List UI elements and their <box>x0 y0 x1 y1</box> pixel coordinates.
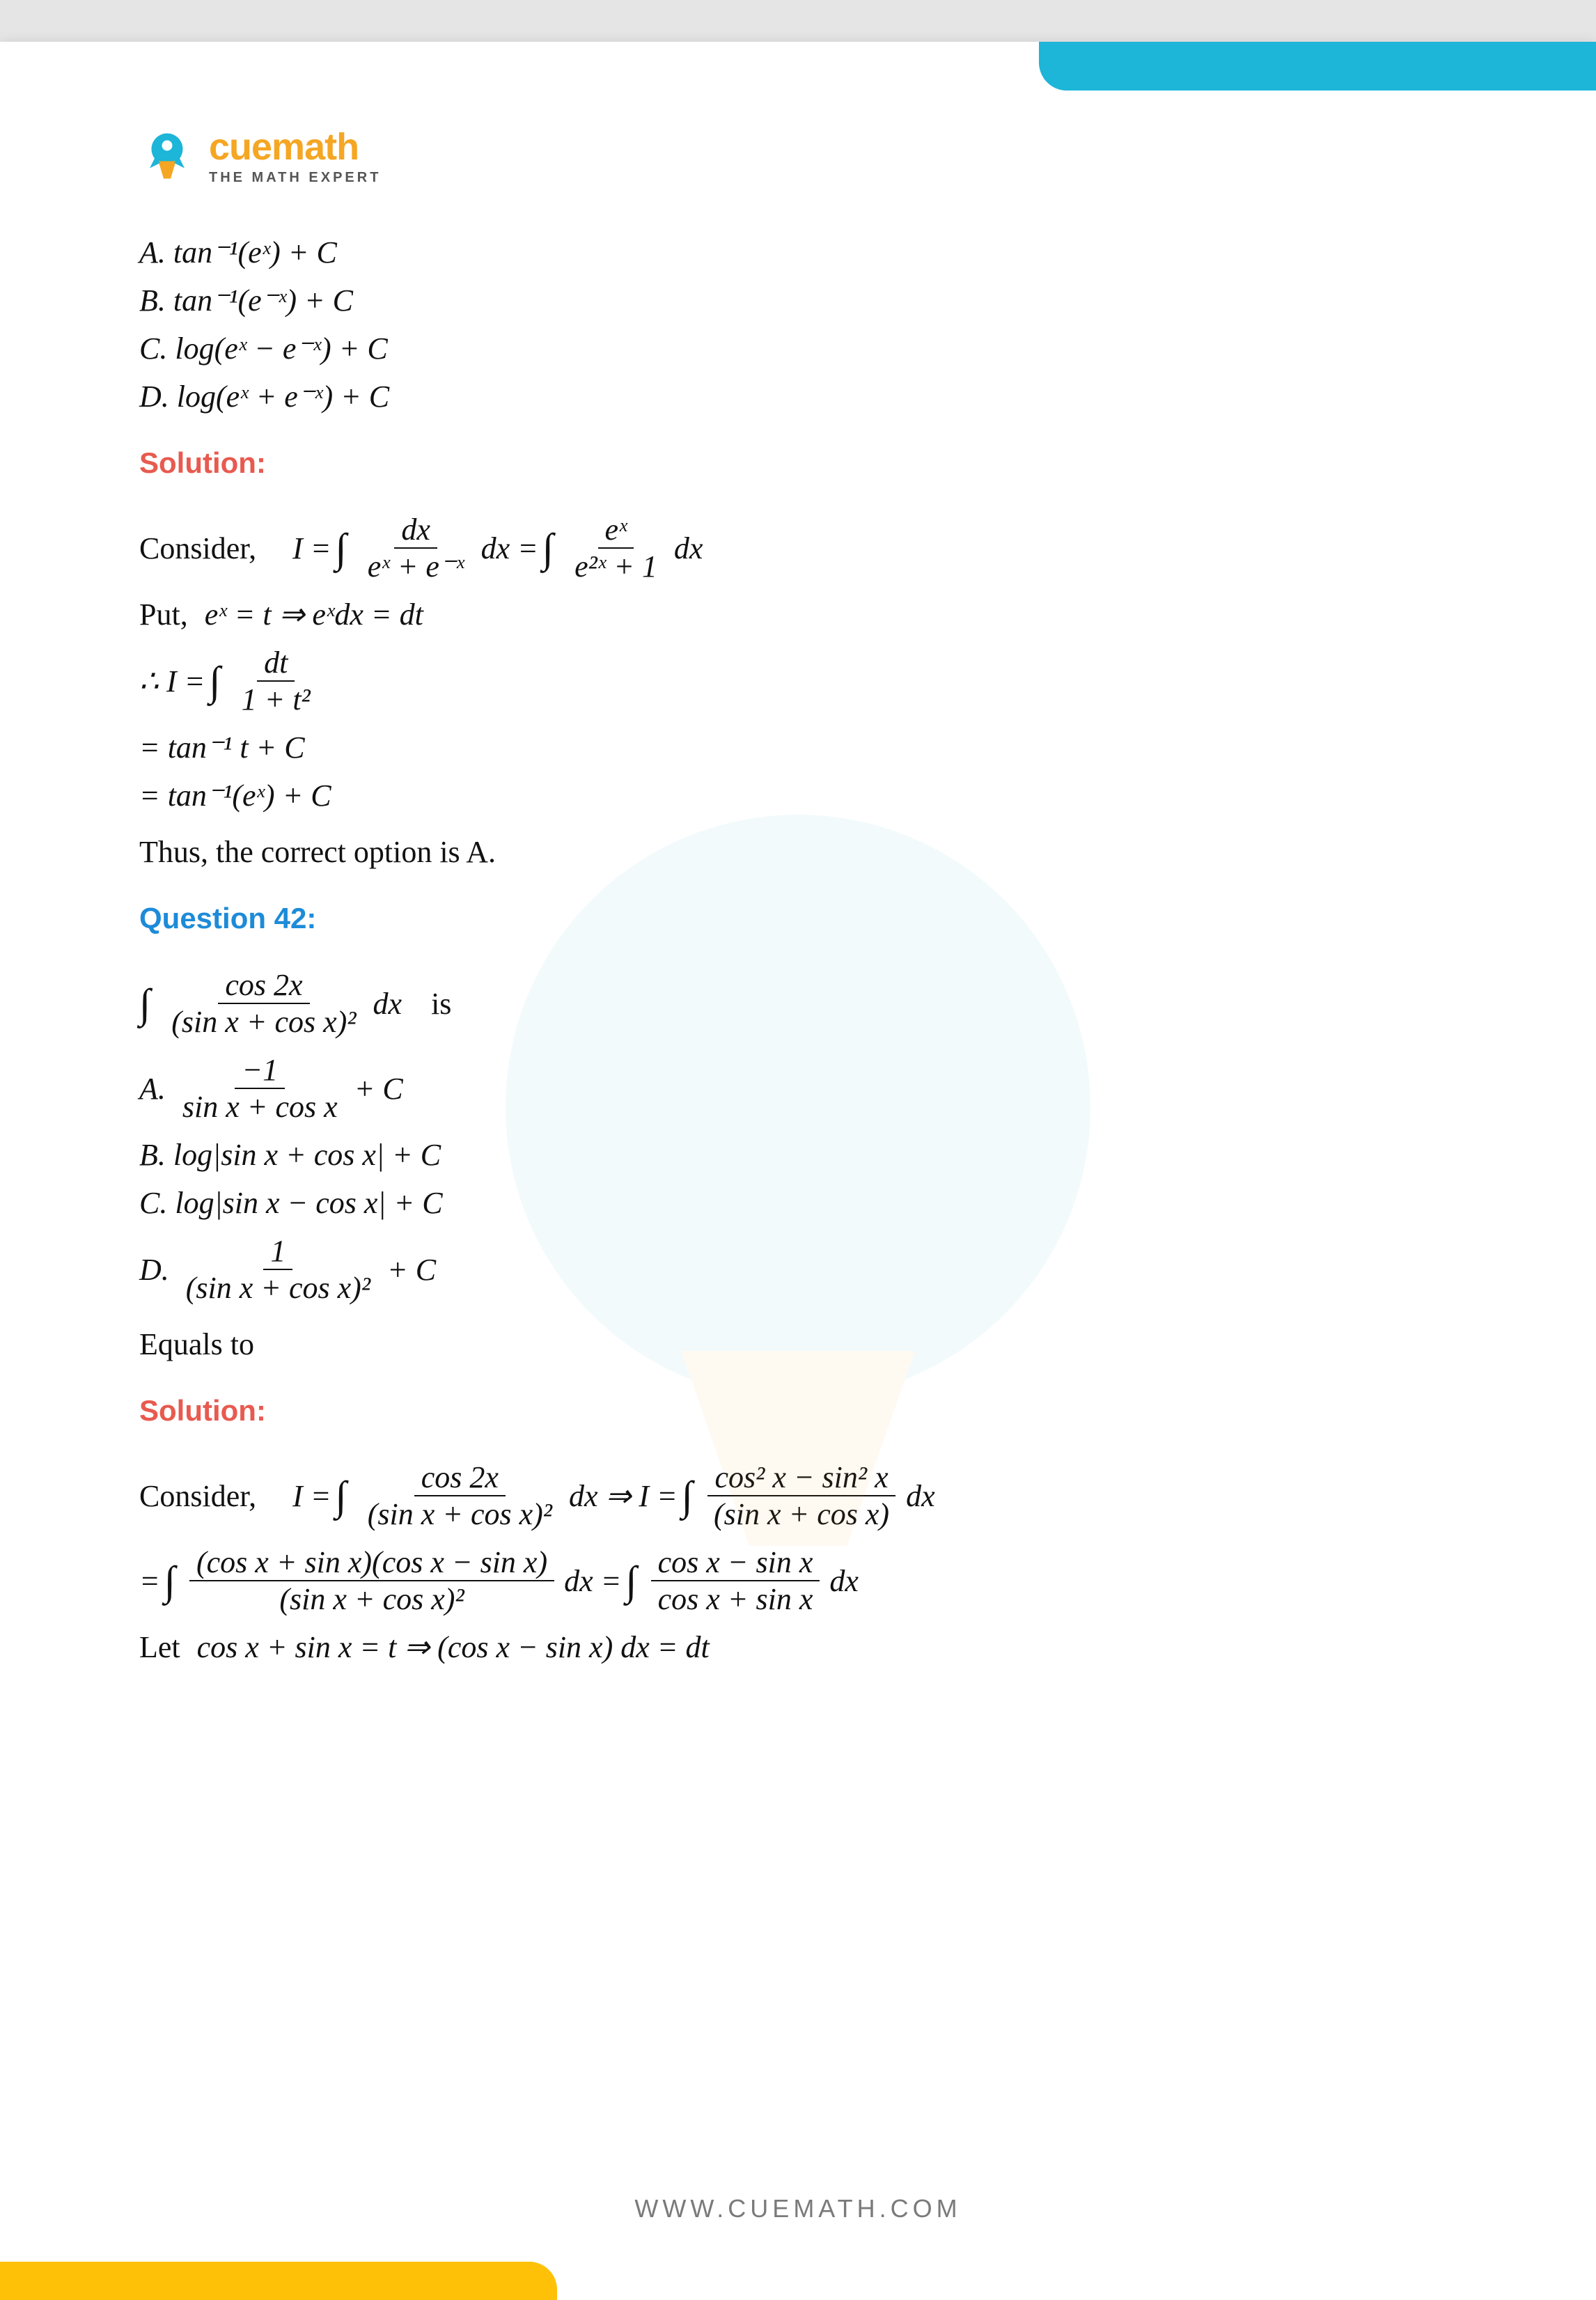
page: cuemath THE MATH EXPERT A. tan⁻¹(eˣ) + C… <box>0 42 1596 2300</box>
prefix: D. <box>139 1252 169 1288</box>
integral-icon: ∫ <box>164 1557 175 1605</box>
footer-url: WWW.CUEMATH.COM <box>0 2194 1596 2223</box>
therefore: ∴ I = <box>139 664 205 699</box>
frac-den: (sin x + cos x)² <box>164 1004 363 1040</box>
frac-den: sin x + cos x <box>175 1089 345 1125</box>
tail: dx <box>674 531 703 566</box>
option-d: D. log(eˣ + e⁻ˣ) + C <box>139 379 1457 414</box>
frac-den: (sin x + cos x) <box>707 1496 896 1532</box>
logo-tagline: THE MATH EXPERT <box>209 170 381 186</box>
q42-option-a: A. −1 sin x + cos x + C <box>139 1052 1457 1125</box>
eq: dx = <box>481 531 538 566</box>
q42-integral: ∫ cos 2x (sin x + cos x)² dx is <box>139 967 1457 1040</box>
prefix: A. <box>139 1071 166 1106</box>
consider-label: Consider, <box>139 531 256 566</box>
frac-num: cos 2x <box>414 1460 506 1496</box>
frac-num: dx <box>394 512 437 549</box>
integral-icon: ∫ <box>335 1472 346 1520</box>
conclusion: Thus, the correct option is A. <box>139 834 1457 870</box>
consider-label: Consider, <box>139 1478 256 1514</box>
frac-den: e²ˣ + 1 <box>568 549 664 584</box>
bottom-banner <box>0 2262 557 2300</box>
mid: dx ⇒ I = <box>569 1478 678 1514</box>
substitution: cos x + sin x = t ⇒ (cos x − sin x) dx =… <box>197 1629 710 1665</box>
mid: dx = <box>564 1563 621 1599</box>
frac-num: cos² x − sin² x <box>707 1460 895 1496</box>
eq: = <box>139 1563 160 1599</box>
sol42-line2: = ∫ (cos x + sin x)(cos x − sin x) (sin … <box>139 1544 1457 1617</box>
let-label: Let <box>139 1629 180 1665</box>
sol41-line4: = tan⁻¹ t + C <box>139 730 1457 765</box>
rocket-icon <box>139 128 195 184</box>
frac-den: cos x + sin x <box>651 1581 820 1617</box>
equals-label: Equals to <box>139 1327 1457 1362</box>
logo-text: cuemath <box>209 125 381 169</box>
sol41-line1: Consider, I = ∫ dx eˣ + e⁻ˣ dx = ∫ eˣ e²… <box>139 512 1457 584</box>
integral-icon: ∫ <box>139 980 150 1028</box>
dx: dx <box>373 986 402 1022</box>
integral-icon: ∫ <box>625 1557 636 1605</box>
is-label: is <box>431 986 451 1022</box>
sol41-line3: ∴ I = ∫ dt 1 + t² <box>139 645 1457 717</box>
q42-option-c: C. log|sin x − cos x| + C <box>139 1185 1457 1221</box>
frac-num: 1 <box>263 1233 292 1270</box>
lhs: I = <box>292 531 331 566</box>
frac-num: (cos x + sin x)(cos x − sin x) <box>189 1544 554 1581</box>
frac-den: (sin x + cos x)² <box>179 1270 377 1306</box>
substitution: eˣ = t ⇒ eˣdx = dt <box>205 597 423 632</box>
logo: cuemath THE MATH EXPERT <box>139 125 1457 186</box>
tail: + C <box>387 1252 436 1288</box>
option-a: A. tan⁻¹(eˣ) + C <box>139 235 1457 270</box>
integral-icon: ∫ <box>542 524 554 572</box>
integral-icon: ∫ <box>682 1472 693 1520</box>
top-banner <box>1039 42 1596 91</box>
put-label: Put, <box>139 597 188 632</box>
solution-heading-2: Solution: <box>139 1394 1457 1427</box>
frac-num: cos 2x <box>218 967 309 1004</box>
q42-option-b: B. log|sin x + cos x| + C <box>139 1137 1457 1173</box>
frac-den: 1 + t² <box>235 682 318 717</box>
sol42-line1: Consider, I = ∫ cos 2x (sin x + cos x)² … <box>139 1460 1457 1532</box>
q42-option-d: D. 1 (sin x + cos x)² + C <box>139 1233 1457 1306</box>
option-b: B. tan⁻¹(e⁻ˣ) + C <box>139 283 1457 318</box>
frac-den: eˣ + e⁻ˣ <box>361 549 471 584</box>
sol41-line5: = tan⁻¹(eˣ) + C <box>139 778 1457 813</box>
frac-num: −1 <box>235 1052 285 1089</box>
integral-icon: ∫ <box>209 657 220 705</box>
tail: dx <box>906 1478 935 1514</box>
tail: + C <box>354 1071 403 1106</box>
solution-heading: Solution: <box>139 446 1457 480</box>
question-heading: Question 42: <box>139 902 1457 935</box>
frac-num: eˣ <box>598 512 634 549</box>
integral-icon: ∫ <box>335 524 346 572</box>
sol42-line3: Let cos x + sin x = t ⇒ (cos x − sin x) … <box>139 1629 1457 1665</box>
option-c: C. log(eˣ − e⁻ˣ) + C <box>139 331 1457 366</box>
content-area: cuemath THE MATH EXPERT A. tan⁻¹(eˣ) + C… <box>0 42 1596 1831</box>
lhs: I = <box>292 1478 331 1514</box>
tail: dx <box>829 1563 859 1599</box>
sol41-line2: Put, eˣ = t ⇒ eˣdx = dt <box>139 597 1457 632</box>
frac-num: cos x − sin x <box>651 1544 820 1581</box>
frac-den: (sin x + cos x)² <box>272 1581 471 1617</box>
frac-den: (sin x + cos x)² <box>361 1496 559 1532</box>
frac-num: dt <box>257 645 295 682</box>
